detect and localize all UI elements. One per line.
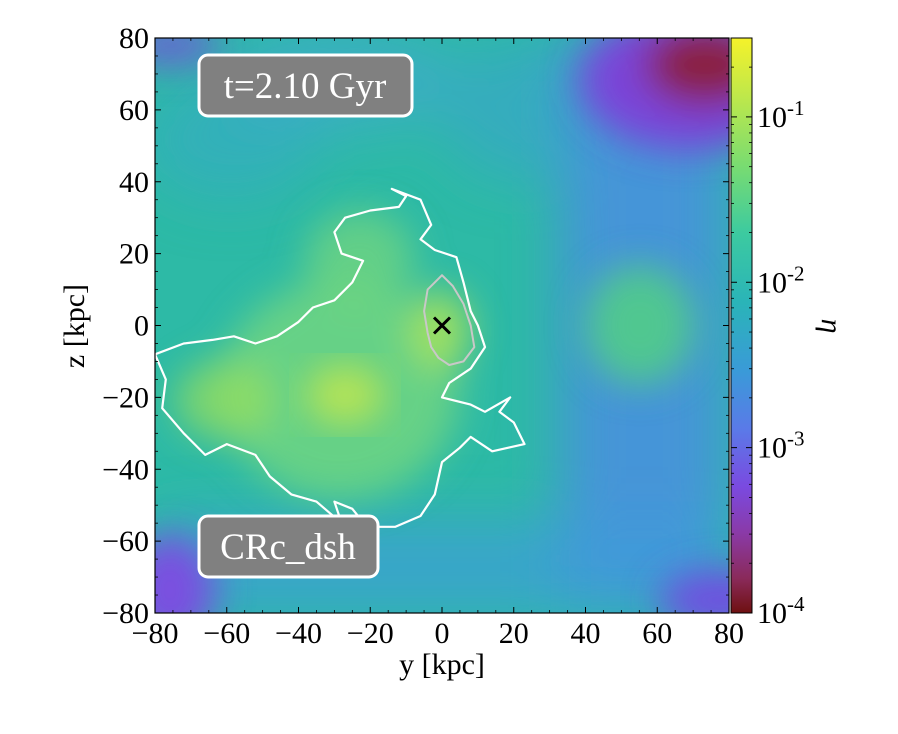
- heatmap-field: [155, 38, 729, 613]
- colorbar-label: η: [815, 319, 848, 334]
- colorbar-tick-label: 10-1: [757, 96, 805, 134]
- x-tick-label: −60: [203, 617, 250, 650]
- y-tick-label: −20: [102, 381, 149, 414]
- y-axis-ticks: −80 −60 −40 −20 0 20 40 60 80: [102, 22, 729, 630]
- y-axis-label: z [kpc]: [58, 284, 91, 368]
- colorbar-ticks: 10-4 10-3 10-2 10-1: [731, 66, 805, 630]
- colorbar-gradient: [730, 37, 753, 614]
- x-tick-label: 60: [642, 617, 672, 650]
- y-tick-label: 40: [119, 166, 149, 199]
- x-tick-label: −40: [275, 617, 322, 650]
- colorbar-tick-label: 10-3: [757, 427, 805, 465]
- run-annotation-text: CRc_dsh: [220, 527, 356, 568]
- time-annotation-text: t=2.10 Gyr: [224, 66, 387, 107]
- y-tick-label: −60: [102, 525, 149, 558]
- x-tick-label: 20: [499, 617, 529, 650]
- colorbar-tick-label: 10-4: [757, 592, 805, 630]
- run-annotation: CRc_dsh: [197, 514, 380, 579]
- y-tick-label: −80: [102, 597, 149, 630]
- x-tick-label: −20: [347, 617, 394, 650]
- inner-contour: [423, 274, 476, 366]
- y-tick-label: 80: [119, 22, 149, 55]
- center-marker-x: [432, 316, 452, 335]
- time-annotation: t=2.10 Gyr: [197, 53, 414, 118]
- x-tick-label: 80: [714, 617, 744, 650]
- marker-stroke: [432, 316, 452, 335]
- y-tick-label: 0: [134, 310, 149, 343]
- outer-contour: [155, 187, 526, 528]
- x-tick-label: −80: [132, 617, 179, 650]
- x-tick-label: 40: [571, 617, 601, 650]
- x-tick-label: 0: [435, 617, 450, 650]
- colorbar-tick-label: 10-2: [757, 261, 805, 299]
- y-tick-label: 60: [119, 94, 149, 127]
- y-tick-label: −40: [102, 453, 149, 486]
- x-axis-label: y [kpc]: [399, 648, 485, 681]
- x-axis-ticks: −80 −60 −40 −20 0 20 40 60 80: [132, 38, 744, 650]
- y-tick-label: 20: [119, 238, 149, 271]
- colorbar: 10-4 10-3 10-2 10-1 η: [730, 37, 848, 630]
